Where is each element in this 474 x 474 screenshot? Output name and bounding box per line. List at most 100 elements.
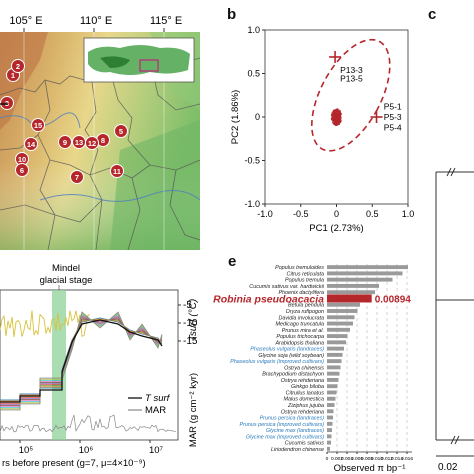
t-surf-axis-title: Tsurf (°C) bbox=[188, 299, 199, 342]
diversity-bar bbox=[327, 440, 331, 445]
map-site-marker: 9 bbox=[58, 135, 72, 149]
map-site-label: 15 bbox=[34, 121, 42, 130]
diversity-x-tick-label: 0.004 bbox=[341, 456, 353, 462]
stairway-x-axis-label: rs before present (g=7, μ=4×10⁻⁹) bbox=[2, 458, 146, 469]
diversity-category-label: Populus trichocarpa bbox=[276, 334, 324, 340]
pca-panel: -1.0-1.0 -0.5 -0.5 0 0 0.5 0.5 1.0 1.0 PC1 (2.73%… bbox=[230, 25, 414, 234]
pca-main-cluster bbox=[330, 108, 342, 127]
province-borders bbox=[0, 57, 201, 251]
map-site-label: 12 bbox=[88, 139, 96, 148]
panel-letter-c: c bbox=[428, 6, 436, 23]
diversity-x-axis-label: Observed π bp⁻¹ bbox=[334, 463, 406, 474]
pca-x-axis-label: PC1 (2.73%) bbox=[309, 223, 363, 234]
tree-panel: 0.02 bbox=[435, 167, 474, 473]
mar-axis-title: MAR (g cm⁻² kyr) bbox=[188, 373, 199, 447]
diversity-bar bbox=[327, 403, 335, 407]
stairway-x-tick-label: 10⁵ bbox=[19, 445, 34, 456]
diversity-category-label: Ziziphus jujuba bbox=[287, 403, 324, 409]
diversity-category-label: Citrus reticulata bbox=[287, 271, 324, 277]
diversity-category-label: Glycine soja (wild soybean) bbox=[258, 353, 324, 359]
diversity-highlight-value: 0.00894 bbox=[375, 294, 412, 305]
diversity-category-label: Prunus persica (improved cultivars) bbox=[240, 422, 325, 428]
diversity-bar bbox=[327, 271, 403, 276]
diversity-x-tick-label: 0.006 bbox=[351, 456, 363, 462]
stairway-right-tick-label: -5 bbox=[183, 300, 192, 311]
diversity-category-label: Cucumis sativus bbox=[285, 441, 325, 447]
diversity-category-label: Prunus persica (landraces) bbox=[260, 416, 325, 422]
pca-point-label: P5-4 bbox=[384, 122, 402, 132]
pca-confidence-ellipse bbox=[311, 38, 391, 152]
map-site-label: 5 bbox=[119, 127, 123, 136]
diversity-bar bbox=[327, 384, 338, 389]
diversity-category-label: Ostrya chinensis bbox=[284, 365, 324, 371]
pca-x-tick-label: 0 bbox=[334, 209, 339, 219]
diversity-bar bbox=[327, 340, 346, 345]
diversity-x-tick-label: 0.012 bbox=[381, 456, 393, 462]
diversity-category-label: Phoenix dactylifera bbox=[278, 290, 324, 296]
pca-outlier-marker bbox=[370, 111, 383, 123]
panel-letter-e: e bbox=[228, 253, 236, 270]
diversity-bar bbox=[327, 321, 353, 326]
diversity-bar bbox=[327, 434, 332, 439]
diversity-bar bbox=[327, 290, 375, 295]
diversity-category-label: Brachypodium distachyon bbox=[262, 372, 324, 378]
map-site-marker: 13 bbox=[72, 135, 86, 149]
diversity-category-label: Phaseolus vulgaris (landraces) bbox=[250, 347, 324, 353]
t-surf-trace bbox=[0, 310, 91, 338]
diversity-bar bbox=[327, 294, 372, 303]
map-site-label: 6 bbox=[20, 166, 24, 175]
diversity-bar bbox=[327, 396, 336, 401]
map-site-label: 9 bbox=[63, 138, 67, 147]
pca-y-tick-label: -1.0 bbox=[244, 199, 260, 209]
diversity-bar bbox=[327, 409, 334, 414]
inset-map bbox=[83, 37, 195, 83]
map-site-label: 8 bbox=[101, 136, 105, 145]
diversity-x-tick-label: 0 bbox=[326, 456, 329, 462]
lon-label-115: 115° E bbox=[150, 15, 182, 27]
lon-label-105: 105° E bbox=[9, 15, 42, 27]
diversity-bar bbox=[327, 359, 342, 364]
diversity-category-label: Prunus mira et al. bbox=[282, 328, 324, 334]
diversity-category-label: Populus tremula bbox=[285, 278, 324, 284]
diversity-category-label: Ostrya rehderiana bbox=[281, 378, 324, 384]
diversity-category-label: Phaseolus vulgaris (improved cultivars) bbox=[230, 359, 324, 365]
map-site-marker: 15 bbox=[31, 118, 45, 132]
diversity-category-label: Populus tremuloides bbox=[275, 265, 324, 271]
map-site-marker: 7 bbox=[70, 170, 84, 184]
map-sites: 12357891011121314156 bbox=[0, 59, 128, 184]
diversity-category-label: Ostrya rehderiana bbox=[281, 409, 324, 415]
diversity-bar bbox=[327, 352, 343, 357]
glacial-stage-subtitle: glacial stage bbox=[40, 275, 93, 286]
stairway-plot-frame bbox=[0, 289, 179, 441]
map-site-label: 2 bbox=[16, 62, 20, 71]
pca-point-label: P5-3 bbox=[384, 112, 402, 122]
map-site-label: 10 bbox=[18, 155, 26, 164]
diversity-category-label: Oryza rufipogon bbox=[286, 309, 324, 315]
diversity-bar bbox=[327, 309, 358, 313]
diversity-category-label: Robinia pseudoacacia bbox=[213, 293, 324, 305]
map-site-label: 13 bbox=[75, 138, 83, 147]
diversity-category-label: Davidia involucrata bbox=[278, 315, 324, 321]
diversity-category-label: Betula pendula bbox=[288, 303, 324, 309]
stairway-x-tick-label: 10⁷ bbox=[149, 445, 164, 456]
stairway-right-tick-label: -15 bbox=[183, 336, 198, 347]
pca-y-tick-label: 1.0 bbox=[247, 25, 260, 35]
mar-trace bbox=[0, 414, 177, 433]
tree-scale-label: 0.02 bbox=[438, 462, 458, 473]
legend-t-surf: T surf bbox=[145, 393, 171, 404]
lon-label-110: 110° E bbox=[80, 15, 112, 27]
diversity-bar bbox=[327, 315, 355, 320]
diversity-category-label: Glycine max (improved cultivars) bbox=[246, 434, 324, 440]
stairway-step-line bbox=[0, 319, 163, 403]
diversity-bar bbox=[327, 390, 337, 395]
diversity-x-tick-label: 0.008 bbox=[361, 456, 373, 462]
diversity-x-tick-label: 0.002 bbox=[331, 456, 343, 462]
pca-y-tick-label: 0 bbox=[255, 112, 260, 122]
map-site-marker: 5 bbox=[114, 124, 128, 138]
diversity-x-tick-label: 0.016 bbox=[401, 456, 413, 462]
diversity-bar bbox=[327, 277, 393, 282]
pca-x-tick-label: -0.5 bbox=[293, 209, 309, 219]
pca-point-label: P13-5 bbox=[340, 74, 363, 84]
